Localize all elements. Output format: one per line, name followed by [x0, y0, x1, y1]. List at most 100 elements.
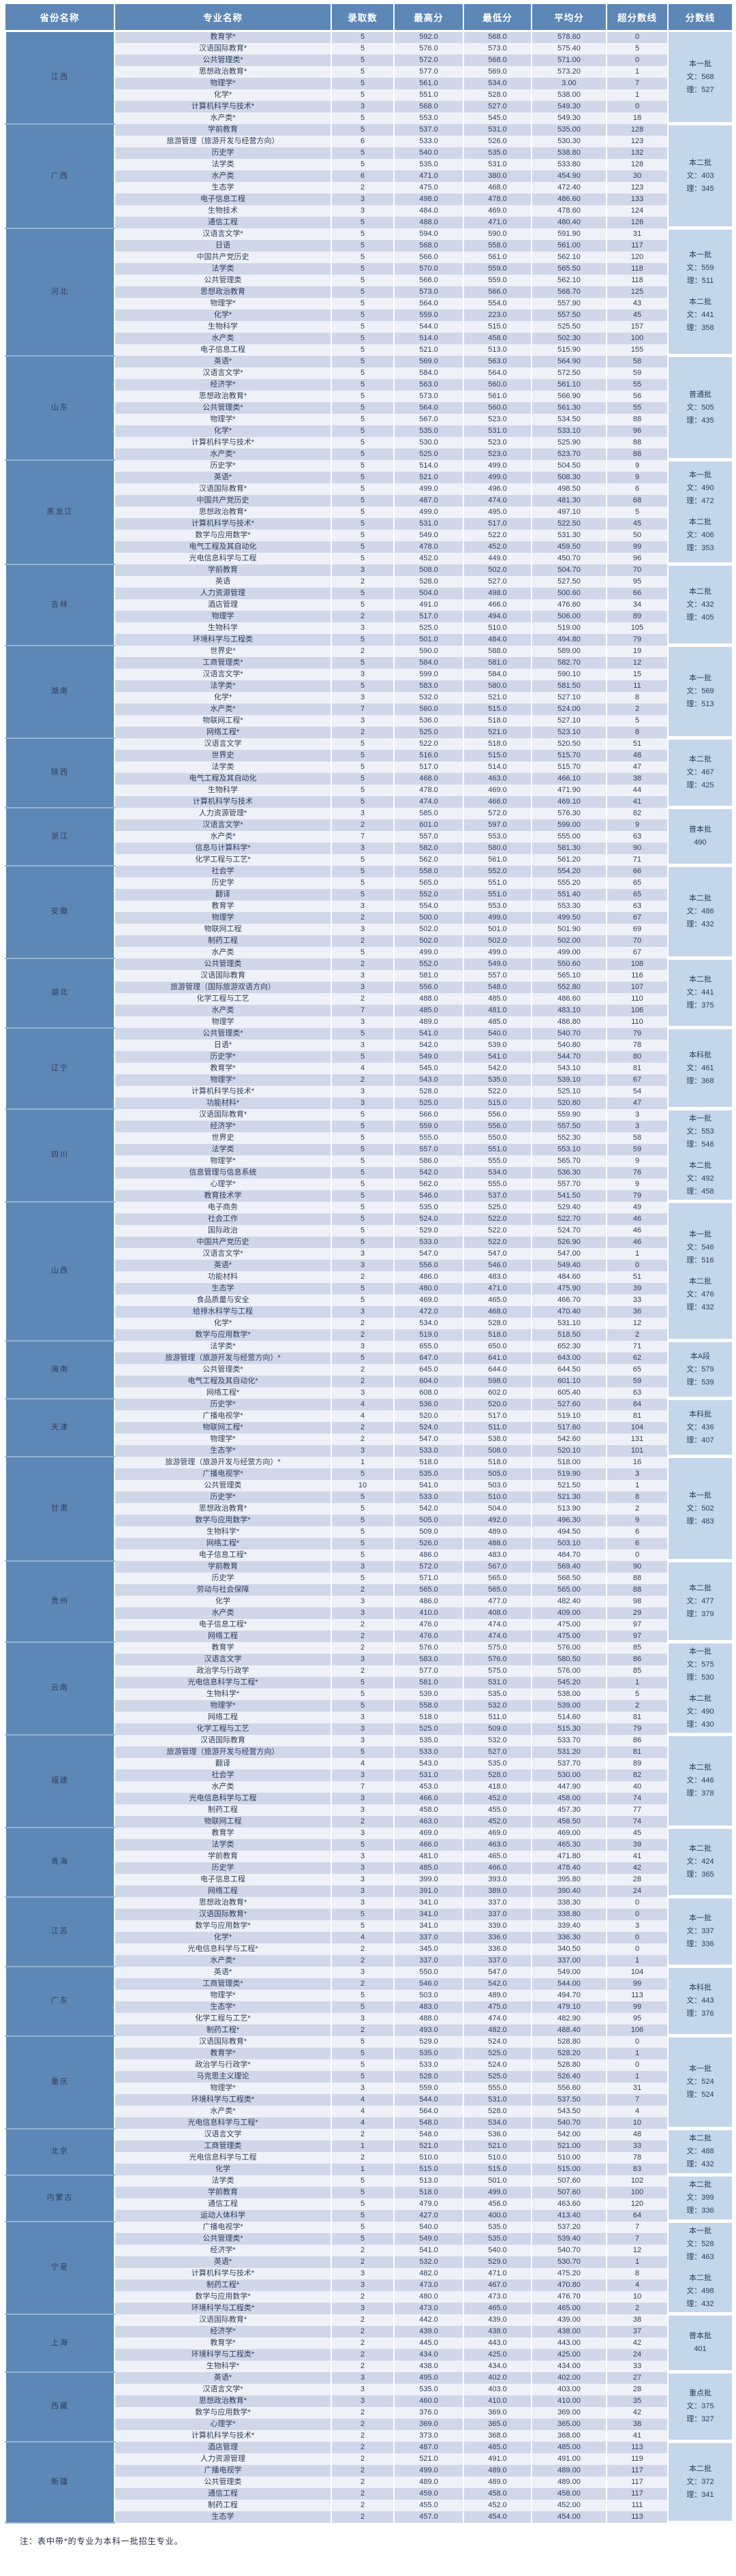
major-cell: 生物科学*	[114, 2360, 331, 2372]
count-cell: 3	[331, 1097, 394, 1109]
score-line-text: 理：530	[686, 1673, 714, 1682]
over-line-cell: 96	[606, 552, 668, 564]
avg-score-cell: 497.10	[531, 506, 607, 518]
max-score-cell: 566.0	[393, 274, 463, 286]
avg-score-cell: 368.00	[531, 2429, 607, 2442]
max-score-cell: 518.0	[393, 1711, 463, 1723]
count-cell: 5	[331, 529, 394, 541]
count-cell: 2	[331, 1329, 394, 1341]
major-cell: 英语	[114, 575, 331, 588]
max-score-cell: 501.0	[393, 633, 463, 646]
max-score-cell: 485.0	[393, 1862, 463, 1874]
avg-score-cell: 425.00	[531, 2348, 607, 2361]
min-score-cell: 511.0	[463, 1711, 532, 1723]
major-cell: 计算机科学与技术*	[114, 100, 331, 112]
score-line-cell: 本二批 文：446 理：378	[667, 1734, 732, 1829]
count-cell: 5	[331, 1155, 394, 1167]
avg-score-cell: 475.00	[531, 1630, 607, 1642]
min-score-cell: 534.0	[463, 77, 532, 89]
over-line-cell: 31	[606, 228, 668, 240]
major-cell: 英语*	[114, 471, 331, 483]
major-cell: 法学类	[114, 2175, 331, 2187]
major-cell: 食品质量与安全	[114, 1294, 331, 1306]
count-cell: 5	[331, 761, 394, 773]
avg-score-cell: 494.70	[531, 1989, 607, 2001]
avg-score-cell: 369.00	[531, 2406, 607, 2419]
major-cell: 思想政治教育*	[114, 1502, 331, 1515]
table-body: 江西 教育学* 5 592.0 568.0 578.60 0 本一批 文：568 理：527 汉语国…	[5, 31, 732, 2524]
major-cell: 光电信息科学与工程	[114, 2151, 331, 2164]
major-cell: 数学与应用数学*	[114, 2406, 331, 2419]
min-score-cell: 523.0	[463, 413, 532, 425]
over-line-cell: 113	[606, 2511, 668, 2523]
min-score-cell: 555.0	[463, 1155, 532, 1167]
province-cell: 浙江	[5, 807, 114, 866]
table-row: 历史学 5 571.0 565.0 568.50 88	[5, 1572, 732, 1584]
min-score-cell: 523.0	[463, 436, 532, 449]
avg-score-cell: 552.80	[531, 981, 607, 993]
max-score-cell: 533.0	[393, 1236, 463, 1248]
avg-score-cell: 409.00	[531, 1607, 607, 1619]
avg-score-cell: 472.40	[531, 181, 607, 194]
table-row: 化学* 5 559.0 223.0 557.50 45	[5, 309, 732, 321]
count-cell: 3	[331, 1560, 394, 1573]
min-score-cell: 602.0	[463, 1387, 532, 1399]
over-line-cell: 59	[606, 367, 668, 379]
major-cell: 教育学	[114, 900, 331, 912]
table-row: 工商管理类* 5 584.0 581.0 582.70 12	[5, 656, 732, 669]
score-line-text: 理：358	[686, 324, 714, 332]
min-score-cell: 425.0	[463, 2348, 532, 2361]
avg-score-cell: 478.40	[531, 1862, 607, 1874]
over-line-cell: 99	[606, 1978, 668, 1990]
count-cell: 5	[331, 517, 394, 530]
min-score-cell: 489.0	[463, 2476, 532, 2488]
avg-score-cell: 529.40	[531, 1201, 607, 1213]
major-cell: 电子信息工程*	[114, 1618, 331, 1631]
count-cell: 3	[331, 1595, 394, 1607]
major-cell: 运动人体科学	[114, 2209, 331, 2222]
count-cell: 5	[331, 1352, 394, 1364]
major-cell: 学前教育	[114, 2186, 331, 2198]
avg-score-cell: 337.00	[531, 1954, 607, 1967]
major-cell: 思想政治教育*	[114, 65, 331, 78]
max-score-cell: 473.0	[393, 2302, 463, 2314]
major-cell: 心理学*	[114, 2418, 331, 2430]
avg-score-cell: 561.20	[531, 853, 607, 866]
table-row: 宁夏 广播电视学* 5 540.0 535.0 537.20 7 本一批 文：528 理：463 本…	[5, 2221, 732, 2316]
over-line-cell: 119	[606, 2453, 668, 2465]
count-cell: 5	[331, 1676, 394, 1688]
major-cell: 化学*	[114, 1317, 331, 1329]
over-line-cell: 46	[606, 1213, 668, 1225]
table-row: 教育学* 5 535.0 525.0 528.20 1	[5, 2047, 732, 2059]
max-score-cell: 533.0	[393, 1491, 463, 1503]
max-score-cell: 498.0	[393, 193, 463, 205]
max-score-cell: 554.0	[393, 900, 463, 912]
major-cell: 公共管理类*	[114, 54, 331, 66]
admission-scores-table: 省份名称 专业名称 录取数 最高分 最低分 平均分 超分数线 分数线 江西 教育学* 5 592.0…	[5, 4, 732, 2524]
avg-score-cell: 561.00	[531, 239, 607, 252]
min-score-cell: 576.0	[463, 1653, 532, 1665]
score-line-text: 文：441	[686, 311, 714, 319]
max-score-cell: 542.0	[393, 1166, 463, 1179]
avg-score-cell: 471.80	[531, 1850, 607, 1862]
over-line-cell: 101	[606, 1444, 668, 1457]
avg-score-cell: 458.50	[531, 1815, 607, 1828]
major-cell: 国际政治	[114, 1224, 331, 1237]
min-score-cell: 650.0	[463, 1340, 532, 1352]
major-cell: 制药工程*	[114, 2279, 331, 2291]
score-line-text: 本一批	[689, 1114, 711, 1123]
major-cell: 教育技术学	[114, 1189, 331, 1202]
major-cell: 汉语国际教育*	[114, 1108, 331, 1121]
table-row: 公共管理类* 2 645.0 644.0 644.50 65	[5, 1363, 732, 1376]
count-cell: 5	[331, 459, 394, 472]
score-line-cell: 普本批 401	[667, 2314, 732, 2374]
avg-score-cell: 502.30	[531, 332, 607, 344]
count-cell: 4	[331, 1757, 394, 1770]
table-row: 法学类 5 535.0 531.0 533.80 128	[5, 158, 732, 170]
major-cell: 汉语言文学*	[114, 367, 331, 379]
over-line-cell: 2	[606, 1699, 668, 1712]
major-cell: 法学类	[114, 1838, 331, 1851]
min-score-cell: 564.0	[463, 367, 532, 379]
count-cell: 5	[331, 1989, 394, 2001]
over-line-cell: 3	[606, 1108, 668, 1121]
